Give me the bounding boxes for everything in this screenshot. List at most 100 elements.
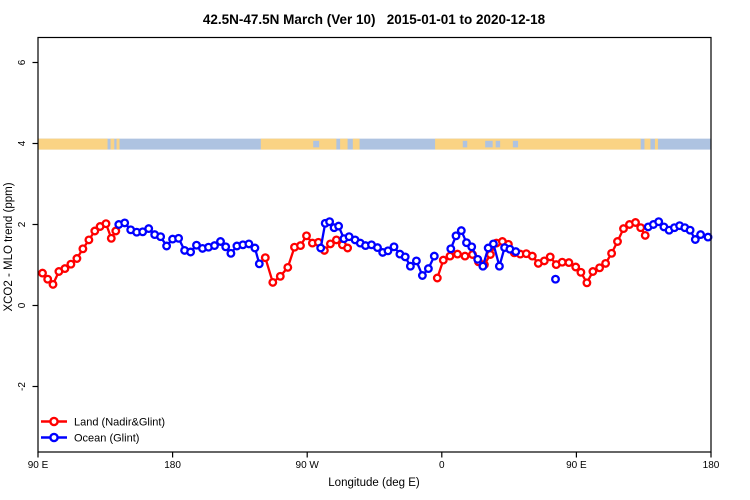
map-band-land <box>260 138 337 150</box>
data-point <box>216 237 225 246</box>
data-point <box>156 232 166 242</box>
map-band <box>38 138 712 150</box>
legend-marker-land <box>49 416 59 427</box>
data-point <box>120 218 130 228</box>
data-point <box>325 239 335 249</box>
data-point <box>451 231 461 241</box>
data-point <box>296 241 305 251</box>
chart-title: 42.5N-47.5N March (Ver 10) 2015-01-01 to… <box>203 12 546 27</box>
data-point <box>571 262 581 272</box>
data-point <box>432 273 442 283</box>
map-band-land <box>110 138 115 150</box>
map-band-ocean <box>38 138 712 150</box>
y-tick-label: -2 <box>17 382 28 391</box>
data-point <box>174 233 184 243</box>
legend-label-ocean: Ocean (Glint) <box>74 433 139 445</box>
x-tick-label: 0 <box>439 460 445 471</box>
legend-label-land: Land (Nadir&Glint) <box>74 417 165 429</box>
data-series <box>38 217 713 289</box>
map-band-land <box>644 138 651 150</box>
data-point <box>78 244 88 254</box>
data-point <box>48 279 58 289</box>
data-point <box>473 254 483 264</box>
data-point <box>488 239 498 249</box>
data-point <box>162 241 172 251</box>
map-band-lake <box>485 140 493 148</box>
data-point <box>334 221 344 231</box>
map-band-land <box>116 138 120 150</box>
data-point <box>254 259 264 269</box>
y-axis-label: XCO2 - MLO trend (ppm) <box>3 182 15 311</box>
data-point <box>186 247 196 257</box>
data-point <box>144 224 154 234</box>
y-axis-ticks <box>32 61 38 388</box>
data-point <box>316 243 326 253</box>
data-point <box>703 232 713 242</box>
data-point <box>551 274 560 284</box>
data-point <box>429 251 439 261</box>
legend-item-ocean: Ocean (Glint) <box>41 433 139 445</box>
y-tick-label: 0 <box>17 302 28 308</box>
data-point <box>101 219 111 229</box>
data-point <box>607 248 617 258</box>
data-point <box>90 226 100 236</box>
data-point <box>460 251 470 261</box>
map-band-lake <box>313 140 320 148</box>
series-ocean <box>114 217 713 284</box>
data-point <box>527 251 537 261</box>
legend: Land (Nadir&Glint) Ocean (Glint) <box>41 417 165 445</box>
data-point <box>283 262 293 272</box>
data-point <box>467 242 477 252</box>
data-point <box>325 217 335 227</box>
data-point <box>383 246 393 256</box>
data-point <box>275 271 285 281</box>
data-point <box>38 268 47 278</box>
series-line <box>41 222 117 287</box>
y-tick-label: 2 <box>17 221 28 227</box>
data-point <box>84 235 94 245</box>
data-point <box>331 235 341 245</box>
data-point <box>389 242 399 252</box>
data-point <box>619 224 628 234</box>
data-point <box>601 258 611 268</box>
map-band-land <box>435 138 641 150</box>
data-point <box>250 243 260 253</box>
legend-item-land: Land (Nadir&Glint) <box>41 417 165 429</box>
data-point <box>588 267 598 276</box>
map-band-lake <box>512 140 519 148</box>
data-point <box>411 256 421 266</box>
data-point <box>631 218 640 227</box>
data-point <box>260 253 270 263</box>
x-tick-label: 180 <box>164 460 181 471</box>
data-point <box>511 247 521 257</box>
data-point <box>690 235 700 244</box>
data-point <box>696 230 706 240</box>
data-point <box>654 217 664 227</box>
x-tick-label: 90 E <box>28 460 49 471</box>
data-point <box>445 251 455 261</box>
y-tick-label: 6 <box>17 59 28 65</box>
data-point <box>478 261 488 271</box>
data-point <box>595 263 605 273</box>
data-point <box>438 255 448 265</box>
data-point <box>453 249 462 259</box>
data-point <box>373 243 382 253</box>
data-point <box>221 242 231 252</box>
data-point <box>343 243 353 253</box>
x-tick-label: 90 W <box>296 460 320 471</box>
data-point <box>564 258 574 268</box>
x-axis-label: Longitude (deg E) <box>328 477 420 489</box>
data-point <box>302 231 311 241</box>
y-tick-label: 4 <box>17 140 28 146</box>
data-point <box>72 254 82 263</box>
data-point <box>43 274 53 284</box>
map-band-lake <box>495 140 501 148</box>
x-tick-label: 180 <box>703 460 720 471</box>
map-band-land <box>352 138 360 150</box>
data-point <box>106 233 116 243</box>
data-point <box>576 267 586 277</box>
data-point <box>582 278 592 288</box>
data-point <box>244 239 254 249</box>
